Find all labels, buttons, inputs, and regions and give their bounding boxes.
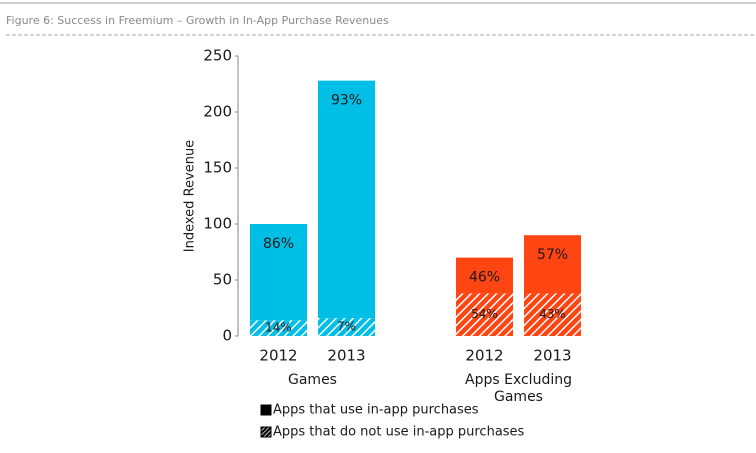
legend-label: Apps that do not use in-app purchases: [273, 425, 525, 440]
bar-segment: [456, 257, 513, 294]
data-label: 54%: [471, 307, 498, 321]
bar-segment: [318, 318, 375, 336]
x-tick-label: 2013: [327, 347, 365, 365]
bar-segment: [250, 224, 307, 321]
y-axis-label: Indexed Revenue: [183, 140, 198, 252]
data-label: 93%: [331, 93, 362, 109]
data-label: 46%: [469, 270, 500, 286]
legend-swatch: [260, 426, 272, 438]
data-label: 86%: [263, 236, 294, 252]
y-tick-label: 50: [213, 271, 232, 289]
y-tick-label: 250: [203, 47, 232, 65]
data-label: 57%: [537, 247, 568, 263]
bar-segment: [456, 293, 513, 336]
group-label: Games: [288, 372, 337, 388]
data-label: 43%: [539, 307, 566, 321]
bar-segment: [250, 320, 307, 336]
legend-swatch: [260, 404, 272, 416]
x-tick-label: 2013: [533, 347, 571, 365]
y-tick-label: 0: [222, 327, 232, 345]
chart-title: Figure 6: Success in Freemium – Growth i…: [6, 14, 389, 27]
group-label: Apps Excluding Games: [465, 372, 572, 405]
bar-segment: [524, 293, 581, 336]
y-tick-label: 150: [203, 159, 232, 177]
data-label: 7%: [337, 320, 356, 334]
y-tick-label: 100: [203, 215, 232, 233]
y-tick-label: 200: [203, 103, 232, 121]
data-label: 14%: [265, 321, 292, 335]
bar-segment: [318, 80, 375, 319]
bar-segment: [524, 235, 581, 294]
x-tick-label: 2012: [259, 347, 297, 365]
legend-label: Apps that use in-app purchases: [273, 403, 479, 418]
x-tick-label: 2012: [465, 347, 503, 365]
